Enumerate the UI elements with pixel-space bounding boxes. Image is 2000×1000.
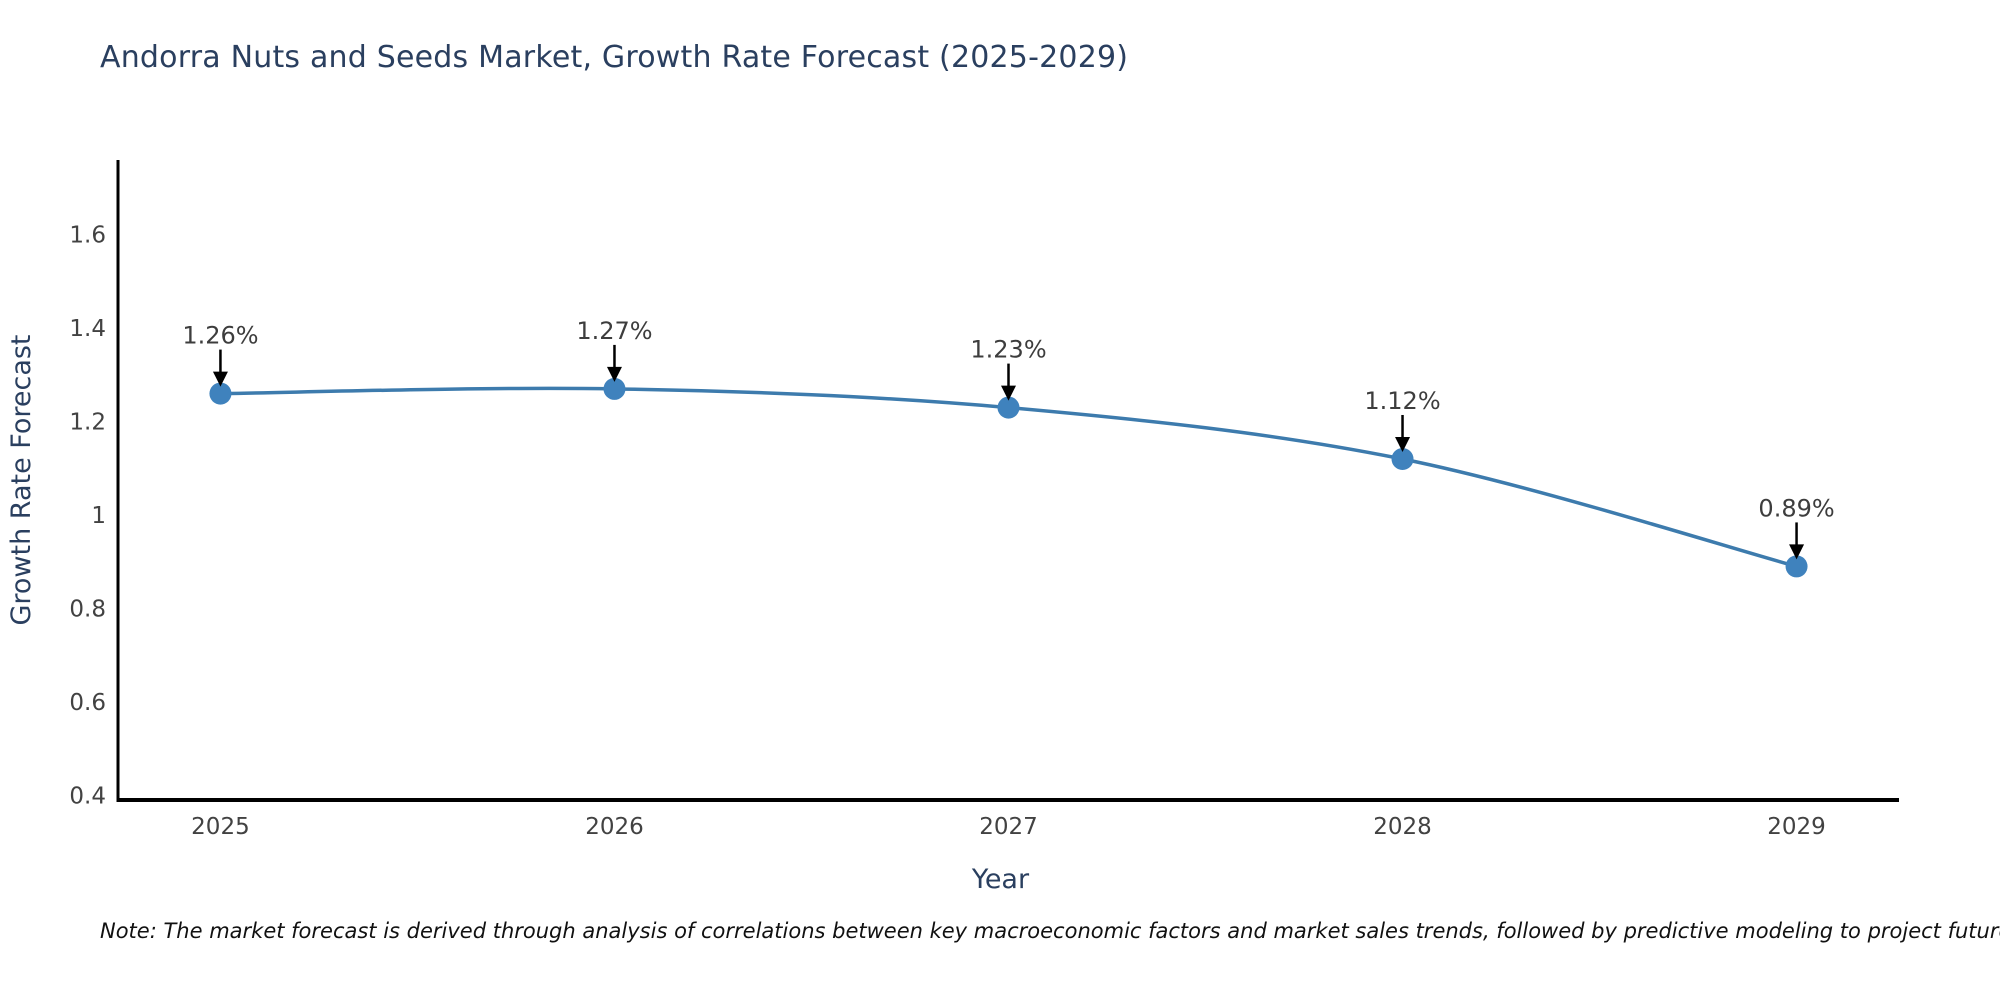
x-tick-label: 2029 [1767, 814, 1826, 840]
y-tick-label: 1.2 [69, 410, 106, 436]
annotation-label: 0.89% [1758, 494, 1834, 522]
data-point-marker-2029 [1785, 555, 1808, 578]
x-tick-label: 2025 [191, 814, 250, 840]
annotation-arrow-head [1395, 436, 1411, 452]
x-tick-label: 2028 [1373, 814, 1432, 840]
y-tick-label: 1.4 [69, 316, 106, 342]
annotation-label: 1.12% [1364, 387, 1440, 415]
data-point-marker-2025 [209, 382, 232, 405]
y-tick-label: 0.8 [69, 596, 106, 622]
annotation-arrow-head [606, 366, 622, 382]
chart-title: Andorra Nuts and Seeds Market, Growth Ra… [100, 40, 1129, 75]
data-point-marker-2028 [1391, 447, 1414, 470]
y-tick-label: 1.6 [69, 223, 106, 249]
annotation-arrow-head [212, 371, 228, 387]
y-axis-title: Growth Rate Forecast [6, 334, 37, 625]
x-tick-label: 2026 [585, 814, 644, 840]
x-axis-title: Year [971, 864, 1030, 895]
x-tick-label: 2027 [979, 814, 1038, 840]
data-point-marker-2026 [603, 377, 626, 400]
y-tick-label: 0.6 [69, 690, 106, 716]
annotation-arrow-head [1789, 544, 1805, 560]
annotation-label: 1.23% [970, 336, 1046, 364]
footnote: Note: The market forecast is derived thr… [100, 919, 2000, 943]
annotation-label: 1.26% [182, 322, 258, 350]
annotation-arrow-head [1001, 385, 1016, 401]
annotation-label: 1.27% [576, 317, 652, 345]
data-point-marker-2027 [997, 396, 1020, 419]
y-tick-label: 1 [91, 503, 106, 529]
y-tick-label: 0.4 [69, 783, 106, 809]
